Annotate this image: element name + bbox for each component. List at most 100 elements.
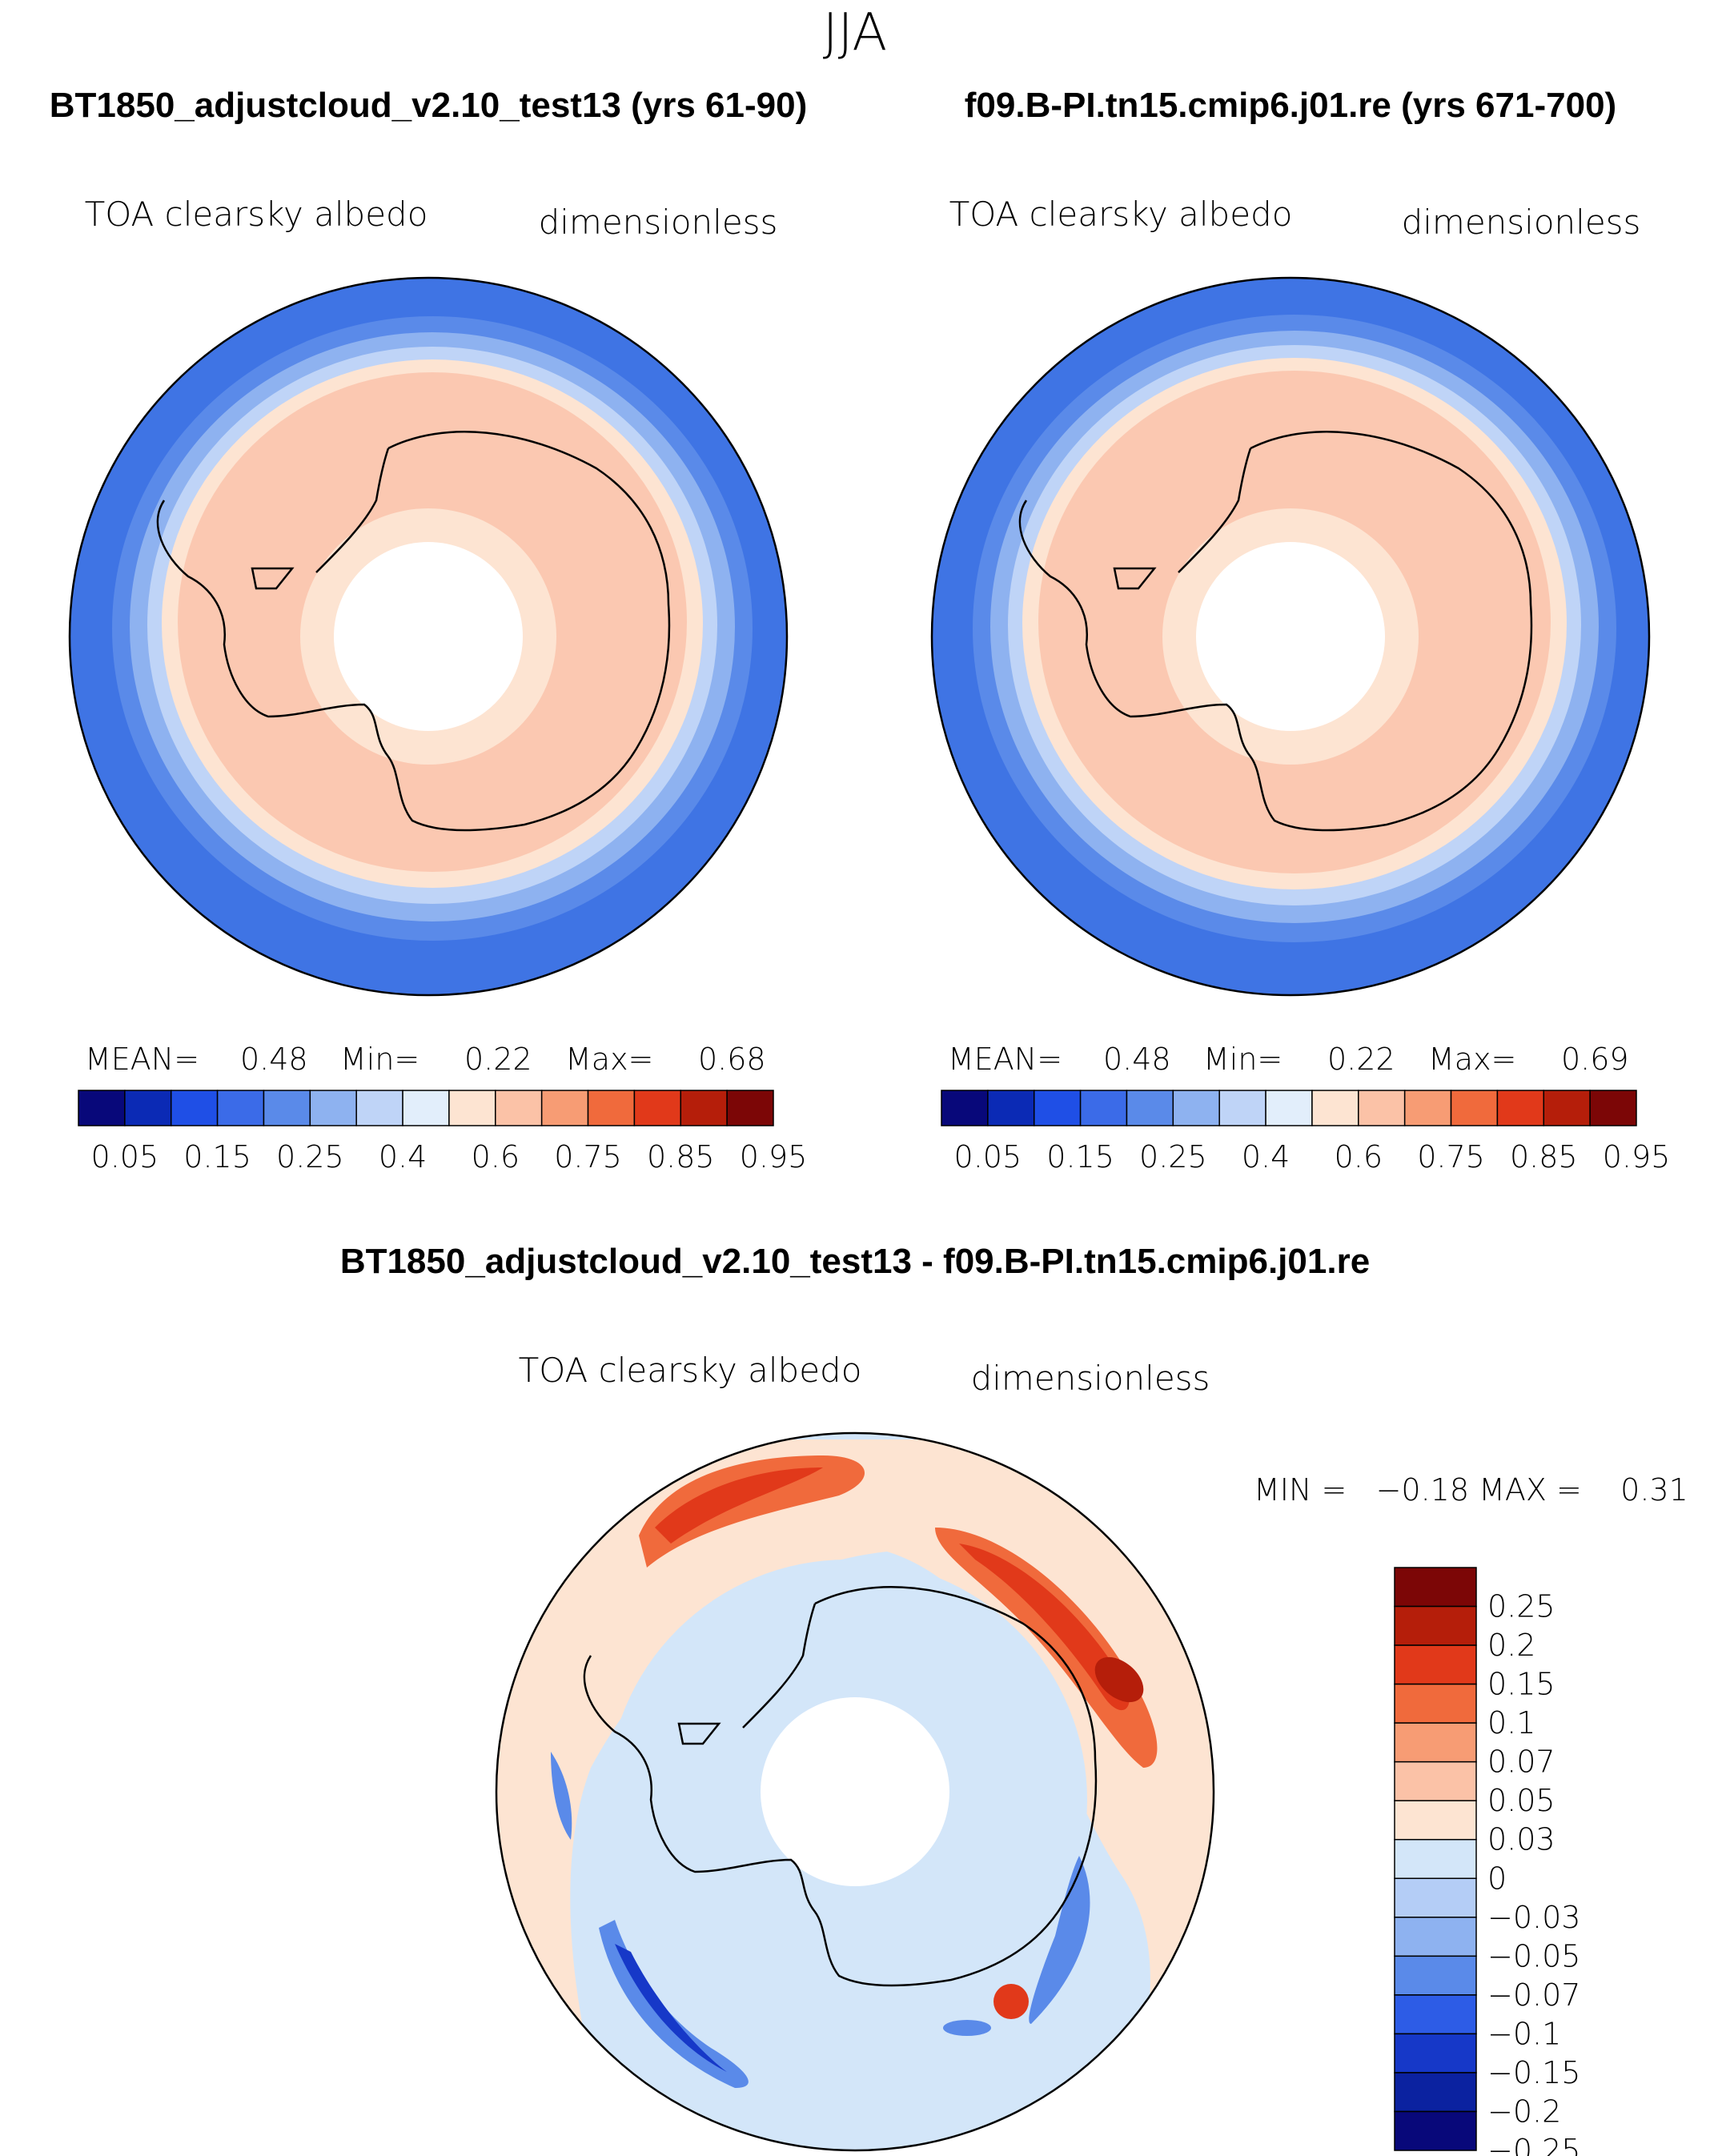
panel-1-title: BT1850_adjustcloud_v2.10_test13 (yrs 61-… (50, 86, 808, 125)
contour-region-dlvl-neg3 (1029, 1856, 1090, 2024)
colorbar-2-box-5 (1172, 1090, 1220, 1126)
panel-1-variable: TOA clearsky albedo (85, 195, 428, 234)
colorbar-3-box-3 (1394, 1683, 1477, 1724)
contour-region-dlvl-pos2 (935, 1528, 1158, 1768)
colorbar-2-box-1 (987, 1090, 1035, 1126)
colorbar-1-tick-label: 0.75 (554, 1139, 622, 1174)
colorbar-2-box-6 (1218, 1090, 1266, 1126)
colorbar-1-box-9 (495, 1090, 543, 1126)
colorbar-1-tick-label: 0.05 (91, 1139, 159, 1174)
colorbar-1-box-11 (587, 1090, 636, 1126)
colorbar-2-box-0 (941, 1090, 989, 1126)
colorbar-2-tick-label: 0.95 (1603, 1139, 1671, 1174)
colorbar-1-box-14 (726, 1090, 774, 1126)
colorbar-1-tick-label: 0.25 (276, 1139, 344, 1174)
panel-2-map (930, 276, 1651, 997)
colorbar-1-tick-label: 0.95 (740, 1139, 808, 1174)
colorbar-3-box-5 (1394, 1761, 1477, 1801)
colorbar-1-tick-label: 0.85 (647, 1139, 715, 1174)
colorbar-1-box-8 (448, 1090, 496, 1126)
colorbar-2-tick-label: 0.6 (1335, 1139, 1383, 1174)
panel-3-title: BT1850_adjustcloud_v2.10_test13 - f09.B-… (340, 1242, 1370, 1281)
panel-2-max-value: 0.69 (1561, 1042, 1629, 1077)
colorbar-2-tick-label: 0.25 (1139, 1139, 1207, 1174)
panel-3-colorbar: 0.25 0.2 0.150.1 0.070.05 0.03 0 −0.03−0.05 −0.… (1394, 1567, 1580, 2156)
contour-region-dlvl-pos3 (959, 1544, 1130, 1711)
colorbar-3-tick-label: 0.03 (1487, 1822, 1555, 1857)
contour-region-dlvl-neg4 (615, 1944, 727, 2072)
colorbar-2-box-13 (1543, 1090, 1591, 1126)
contour-region-dlvl-pos3 (993, 1984, 1029, 2019)
colorbar-2-box-11 (1450, 1090, 1499, 1126)
colorbar-3-box-2 (1394, 1644, 1477, 1685)
colorbar-1-box-4 (263, 1090, 311, 1126)
colorbar-3-box-7 (1394, 1838, 1477, 1880)
colorbar-2-tick-label: 0.4 (1242, 1139, 1290, 1174)
colorbar-3-tick-label: −0.1 (1487, 2016, 1561, 2051)
colorbar-3-tick-label: −0.05 (1487, 1938, 1580, 1973)
panel-2-max-label: Max= (1428, 1042, 1516, 1077)
panel-3-stats: MIN = −0.18 MAX = 0.31 (1254, 1472, 1688, 1508)
colorbar-1-box-0 (78, 1090, 126, 1126)
panel-3-units: dimensionless (971, 1359, 1210, 1398)
colorbar-3-box-10 (1394, 1955, 1477, 1996)
contour-region-lvl-hole (334, 542, 523, 731)
panel-1-min-value: 0.22 (464, 1042, 532, 1077)
colorbar-2-box-8 (1311, 1090, 1359, 1126)
colorbar-3-tick-label: −0.07 (1487, 1977, 1580, 2013)
colorbar-3-box-8 (1394, 1877, 1477, 1918)
colorbar-1-box-12 (633, 1090, 682, 1126)
colorbar-3-tick-label: 0.1 (1487, 1705, 1535, 1740)
panel-2-units: dimensionless (1402, 203, 1641, 242)
panel-1-max-value: 0.68 (698, 1042, 766, 1077)
contour-region-dlvl-pos2 (639, 1455, 865, 1568)
colorbar-3-tick-label: −0.25 (1487, 2133, 1580, 2156)
panel-1-mean-label: MEAN= (85, 1042, 199, 1077)
colorbar-2-box-7 (1265, 1090, 1313, 1126)
colorbar-3-box-6 (1394, 1800, 1477, 1841)
panel-2-mean-value: 0.48 (1103, 1042, 1171, 1077)
colorbar-3-box-14 (1394, 2110, 1477, 2151)
colorbar-3-tick-label: −0.15 (1487, 2055, 1580, 2090)
colorbar-1-box-10 (540, 1090, 589, 1126)
colorbar-3-box-0 (1394, 1567, 1477, 1608)
panel-1-mean-value: 0.48 (240, 1042, 308, 1077)
colorbar-3-box-12 (1394, 2033, 1477, 2074)
colorbar-1-tick-label: 0.4 (379, 1139, 427, 1174)
contour-region-dlvl-neg3 (599, 1920, 749, 2088)
panel-1-max-label: Max= (565, 1042, 653, 1077)
contour-region-dlvl-pos5 (1094, 1656, 1144, 1703)
colorbar-1-box-3 (216, 1090, 265, 1126)
colorbar-1-tick-label: 0.6 (472, 1139, 520, 1174)
colorbar-2-box-14 (1589, 1090, 1637, 1126)
colorbar-3-box-9 (1394, 1917, 1477, 1957)
colorbar-1-box-1 (124, 1090, 172, 1126)
colorbar-2-tick-label: 0.85 (1510, 1139, 1578, 1174)
colorbar-3-tick-label: 0.25 (1487, 1589, 1555, 1624)
panel-1-min-label: Min= (340, 1042, 419, 1077)
panel-2-stats: MEAN= 0.48 Min= 0.22 Max= 0.69 (948, 1042, 1629, 1077)
panel-1-stats: MEAN= 0.48 Min= 0.22 Max= 0.68 (85, 1042, 766, 1077)
colorbar-1-box-13 (680, 1090, 728, 1126)
colorbar-3-tick-label: 0.15 (1487, 1667, 1555, 1702)
colorbar-2-tick-label: 0.05 (954, 1139, 1022, 1174)
colorbar-3-tick-label: 0.05 (1487, 1783, 1555, 1818)
panel-3-map (495, 1431, 1215, 2152)
colorbar-3-box-1 (1394, 1605, 1477, 1646)
antarctica-coastline (583, 1586, 1098, 1987)
panel-2-mean-label: MEAN= (948, 1042, 1062, 1077)
contour-region-lvl-hole (761, 1697, 949, 1886)
antarctica-coastline (156, 431, 671, 832)
colorbar-1-box-5 (309, 1090, 357, 1126)
colorbar-3-tick-label: 0.07 (1487, 1744, 1555, 1780)
contour-region-dlvl-neg3 (943, 2020, 991, 2036)
colorbar-2-box-3 (1079, 1090, 1128, 1126)
colorbar-3-box-13 (1394, 2072, 1477, 2113)
colorbar-1-box-2 (170, 1090, 219, 1126)
colorbar-1-box-6 (355, 1090, 403, 1126)
colorbar-2-box-9 (1358, 1090, 1406, 1126)
colorbar-1-box-7 (402, 1090, 450, 1126)
panel-2-variable: TOA clearsky albedo (949, 195, 1293, 234)
contour-region-dlvl-pos3 (655, 1467, 823, 1544)
